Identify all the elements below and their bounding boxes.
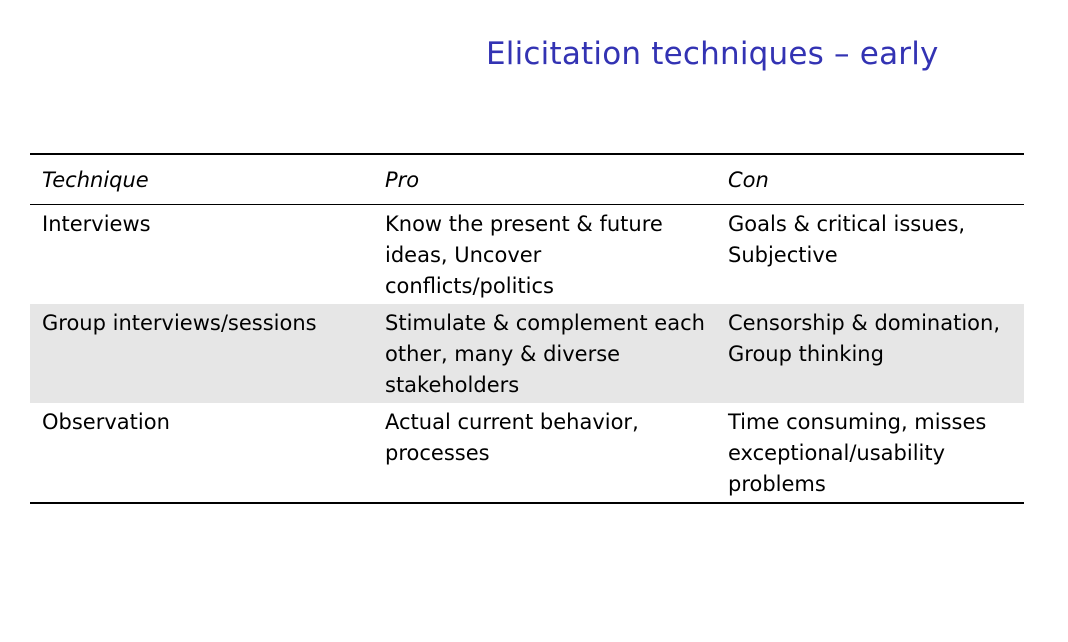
header-technique: Technique [42,168,149,192]
header-row: Technique Pro Con [30,154,1024,205]
table-header: Technique Pro Con [30,154,1024,205]
cell-con: Censorship & domination, Group thinking [716,304,1024,403]
table-row: Interviews Know the present & future ide… [30,205,1024,305]
cell-pro: Actual current behavior, processes [385,410,639,465]
cell-pro: Know the present & future ideas, Uncover… [385,212,663,298]
techniques-table-container: Technique Pro Con Interviews Know the pr… [30,153,1024,504]
header-pro: Pro [385,168,420,192]
techniques-table: Technique Pro Con Interviews Know the pr… [30,153,1024,504]
cell-con: Goals & critical issues, Subjective [728,212,966,267]
table-row: Observation Actual current behavior, pro… [30,403,1024,503]
table-row: Group interviews/sessions Stimulate & co… [30,304,1024,403]
cell-technique: Group interviews/sessions [30,304,373,403]
cell-technique: Interviews [42,212,151,236]
cell-pro: Stimulate & complement each other, many … [373,304,716,403]
cell-technique: Observation [42,410,170,434]
header-con: Con [728,168,769,192]
table-body: Interviews Know the present & future ide… [30,205,1024,503]
cell-con: Time consuming, misses exceptional/usabi… [728,410,987,496]
slide-title: Elicitation techniques – early [486,36,939,72]
